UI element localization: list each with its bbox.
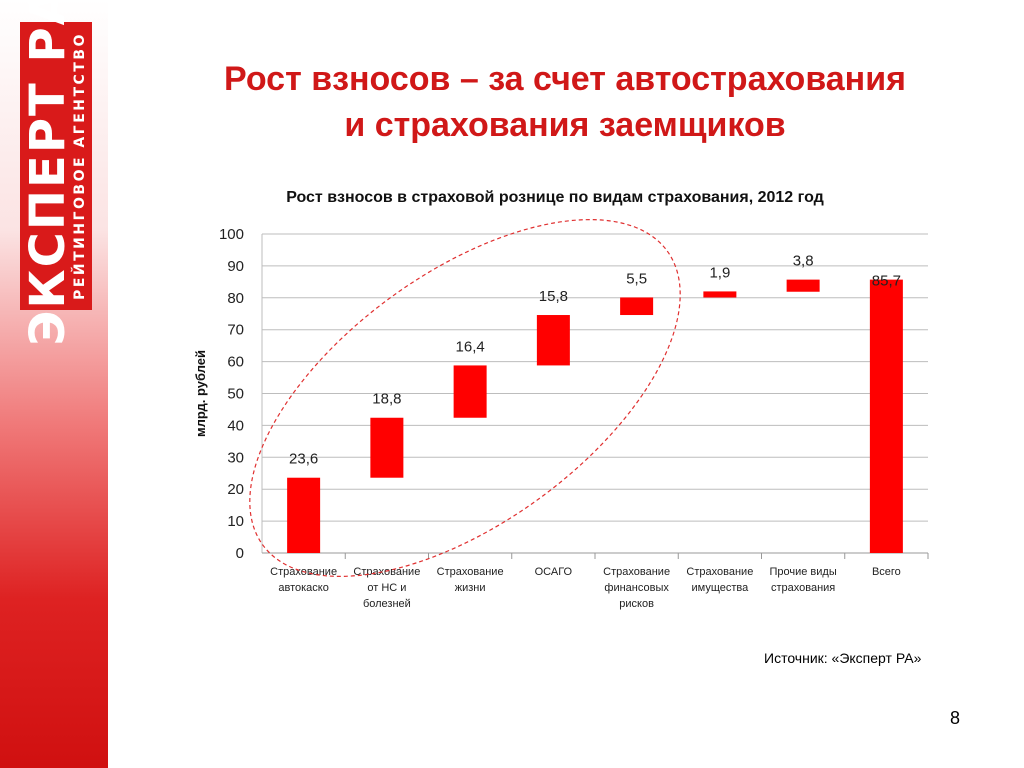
expert-ra-logo: ЭКСПЕРТ РА РЕЙТИНГОВОЕ АГЕНТСТВО [20,0,92,346]
bar [370,417,404,478]
y-tick-label: 70 [227,322,244,339]
bar [869,279,903,553]
data-label: 3,8 [793,253,814,270]
source-note: Источник: «Эксперт РА» [764,650,922,666]
bar [620,297,654,316]
data-label: 15,8 [539,288,568,305]
y-tick-label: 40 [227,417,244,434]
bar [453,365,487,418]
y-tick-label: 90 [227,258,244,275]
x-tick-label: ОСАГО [535,566,573,578]
x-tick-label: Прочие виды страхования [769,566,836,594]
slide-title-line-1: Рост взносов – за счет автострахования [224,60,906,98]
y-tick-label: 0 [236,545,244,562]
y-tick-label: 50 [227,386,244,403]
y-tick-label: 30 [227,449,244,466]
data-label: 85,7 [872,273,901,290]
y-axis-title: млрд. рублей [193,350,208,437]
y-tick-label: 100 [219,226,244,243]
highlight-ellipse [249,219,681,577]
data-label: 16,4 [456,338,485,355]
x-tick-label: Страхование имущества [686,566,753,594]
bar [786,279,820,292]
slide-title-line-2: и страхования заемщиков [344,106,786,144]
y-tick-label: 80 [227,290,244,307]
chart-title: Рост взносов в страховой рознице по вида… [286,189,824,206]
bar [536,315,570,366]
x-tick-label: Страхование жизни [437,566,504,594]
bar [703,291,737,298]
y-tick-label: 10 [227,513,244,530]
x-tick-label: Страхование автокаско [270,566,337,594]
data-label: 1,9 [709,264,730,281]
page-number: 8 [950,708,961,728]
data-label: 23,6 [289,451,318,468]
data-label: 5,5 [626,270,647,287]
data-label: 18,8 [372,391,401,408]
y-tick-label: 60 [227,354,244,371]
x-tick-label: Всего [872,566,901,578]
y-tick-label: 20 [227,481,244,498]
slide-title: Рост взносов – за счет автострахования и… [130,56,1000,148]
x-tick-label: Страхование финансовых рисков [603,566,670,610]
x-tick-label: Страхование от НС и болезней [353,566,420,610]
bar [287,477,321,553]
